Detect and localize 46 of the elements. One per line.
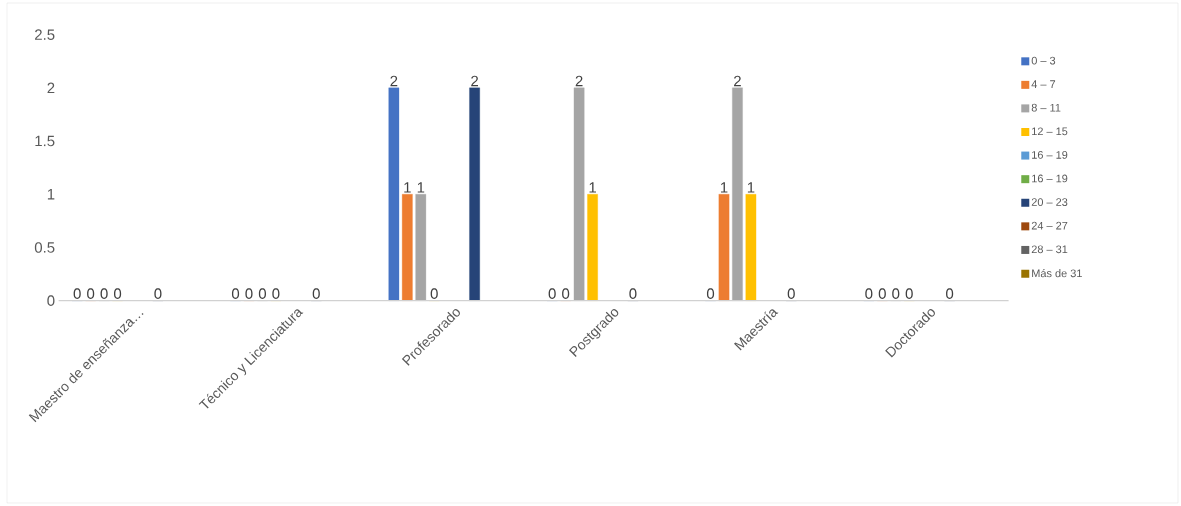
- legend-label: 16 – 19: [1032, 151, 1068, 159]
- legend-label: Más de 31: [1032, 268, 1082, 278]
- legend-label: 24 – 27: [1031, 221, 1068, 230]
- data-label: 0: [878, 288, 886, 299]
- legend-label: 28 – 31: [1031, 245, 1068, 254]
- data-label: 0: [272, 288, 280, 299]
- data-label: 2: [390, 75, 398, 87]
- data-label: 1: [417, 182, 425, 193]
- data-label: 0: [245, 288, 253, 299]
- data-label: 0: [114, 288, 122, 299]
- legend-label: 8 – 11: [1031, 103, 1061, 112]
- data-label: 0: [706, 288, 715, 299]
- data-label: 0: [100, 288, 108, 299]
- data-label: 0: [946, 288, 954, 299]
- data-label: 0: [562, 288, 570, 299]
- legend-label: 20 – 23: [1031, 198, 1068, 206]
- data-label: 0: [905, 288, 913, 299]
- data-label: 2: [575, 75, 583, 87]
- data-label: 1: [589, 182, 596, 193]
- data-label: 1: [720, 182, 728, 193]
- data-label: 0: [258, 288, 267, 299]
- data-label: 0: [231, 288, 240, 299]
- data-label: 0: [87, 288, 95, 299]
- legend-label: 4 – 7: [1031, 80, 1056, 88]
- data-label: 1: [747, 182, 755, 193]
- y-tick-label: 2.5: [35, 29, 55, 40]
- data-label: 1: [404, 182, 411, 193]
- data-label: 0: [154, 288, 162, 299]
- legend-label: 12 – 15: [1032, 127, 1068, 136]
- y-tick-label: 0: [47, 295, 55, 306]
- data-label: 0: [312, 288, 320, 299]
- y-tick-label: 1: [47, 189, 55, 200]
- data-label: 2: [734, 75, 741, 87]
- legend-label: 0 – 3: [1031, 56, 1056, 65]
- data-label: 0: [865, 288, 873, 299]
- y-tick-label: 0.5: [34, 242, 55, 253]
- y-tick-label: 1.5: [35, 135, 55, 147]
- data-label: 0: [430, 288, 438, 299]
- data-label: 0: [548, 288, 556, 299]
- data-label: 0: [892, 288, 900, 299]
- data-label: 2: [471, 75, 479, 87]
- data-label: 0: [629, 288, 637, 299]
- y-tick-label: 2: [47, 82, 55, 94]
- data-label: 0: [787, 288, 795, 299]
- legend-label: 16 – 19: [1032, 174, 1068, 183]
- data-label: 0: [73, 288, 81, 299]
